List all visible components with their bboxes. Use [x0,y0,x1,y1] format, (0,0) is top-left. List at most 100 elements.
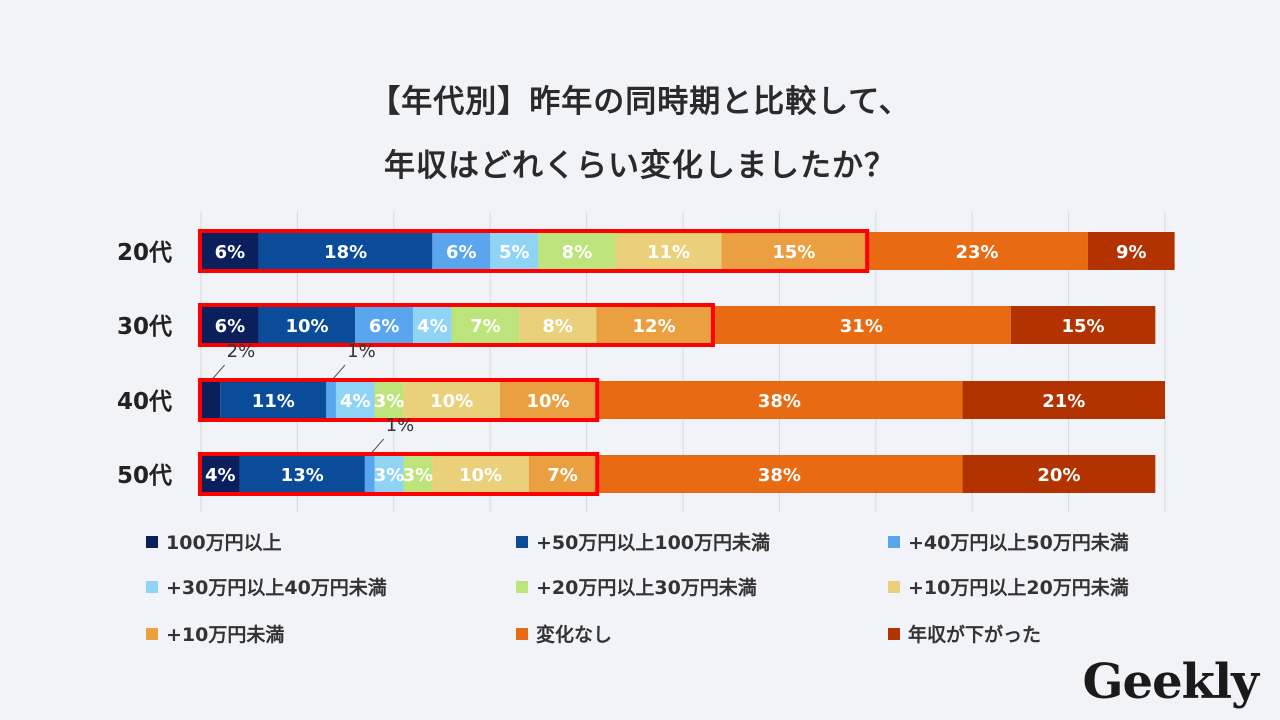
category-label: 20代 [117,240,172,266]
data-label: 11% [647,242,690,263]
legend-item: +10万円以上20万円未満 [888,573,1129,600]
data-label: 4% [340,391,371,412]
category-label: 40代 [117,389,172,415]
legend-swatch [516,580,528,593]
bar-segment [538,232,616,270]
data-label: 3% [403,465,434,486]
data-label: 3% [374,391,405,412]
data-label: 3% [374,465,405,486]
data-label: 2% [227,341,256,362]
bar-segment [335,381,375,419]
data-label: 18% [324,242,367,263]
highlight-box [198,452,600,496]
bar-segment [615,232,722,270]
bar-segment [519,306,597,344]
legend-label: 年収が下がった [908,624,1042,646]
data-label: 31% [840,316,883,337]
chart-title-line-2: 年収はどれくらい変化しましたか？ [384,148,896,184]
legend-item: 変化なし [516,620,612,647]
data-label: 12% [633,316,676,337]
data-label: 8% [562,242,593,263]
legend-label: 100万円以上 [166,532,282,554]
bar-segment [721,232,867,270]
highlight-box [198,303,715,347]
bar-segment [596,306,712,344]
data-label: 38% [758,391,801,412]
legend-swatch [516,535,528,548]
bar-segment [258,232,433,270]
data-label: 15% [1062,316,1105,337]
bar-segment [201,455,240,493]
data-label: 20% [1037,465,1080,486]
bar-segment [596,381,963,419]
bar-segment [499,381,597,419]
data-label: 8% [542,316,573,337]
data-label: 9% [1116,242,1147,263]
bar-segment [374,455,404,493]
bar-segment [201,232,259,270]
bar-segment [962,455,1156,493]
data-label: 10% [430,391,473,412]
data-label: 38% [758,465,801,486]
data-label: 7% [470,316,501,337]
bar-segment [355,306,414,344]
legend-item: +30万円以上40万円未満 [146,573,387,600]
legend-label: 変化なし [536,624,613,646]
legend-label: +30万円以上40万円未満 [166,577,387,599]
bar-segment [866,232,1088,270]
data-label: 10% [459,465,502,486]
bar-segment [239,455,365,493]
highlight-box [198,378,600,422]
bar-segment [220,381,327,419]
legend-swatch [888,580,900,593]
legend-label: +10万円未満 [166,624,285,646]
data-label: 4% [417,316,448,337]
data-label: 1% [386,415,415,436]
bar-segment [403,381,500,419]
data-label: 6% [369,316,400,337]
bar-segment [403,455,433,493]
data-label: 7% [547,465,578,486]
bar-segment [326,381,336,419]
bar-segment [962,381,1165,419]
data-label: 6% [446,242,477,263]
bar-segment [201,381,221,419]
bar-segment [528,455,597,493]
data-label: 15% [772,242,815,263]
legend-label: +50万円以上100万円未満 [536,532,771,554]
bar-segment [364,455,375,493]
bar-segment [374,381,404,419]
data-label: 10% [285,316,328,337]
data-label: 4% [205,465,236,486]
legend-swatch [146,580,158,593]
data-label: 10% [526,391,569,412]
bar-segment [1087,232,1175,270]
data-label: 21% [1042,391,1085,412]
bar-segment [413,306,452,344]
legend-item: 年収が下がった [888,620,1041,647]
legend-swatch [146,535,158,548]
bar-segment [451,306,520,344]
bar-segment [201,306,259,344]
bar-segment [1010,306,1156,344]
bar-segment [596,455,963,493]
category-label: 50代 [117,463,172,489]
highlight-box [198,229,870,273]
legend-swatch [888,627,900,640]
legend-item: +50万円以上100万円未満 [516,528,770,555]
data-label: 11% [252,391,295,412]
data-label: 5% [499,242,530,263]
legend-label: +10万円以上20万円未満 [908,577,1129,599]
data-label: 6% [215,316,246,337]
data-label: 13% [281,465,324,486]
bar-segment [711,306,1011,344]
legend-item: 100万円以上 [146,528,282,555]
legend-swatch [888,535,900,548]
bar-segment [432,455,529,493]
category-label: 30代 [117,314,172,340]
legend-item: +10万円未満 [146,620,284,647]
data-label: 6% [215,242,246,263]
legend-swatch [146,627,158,640]
data-label: 23% [955,242,998,263]
